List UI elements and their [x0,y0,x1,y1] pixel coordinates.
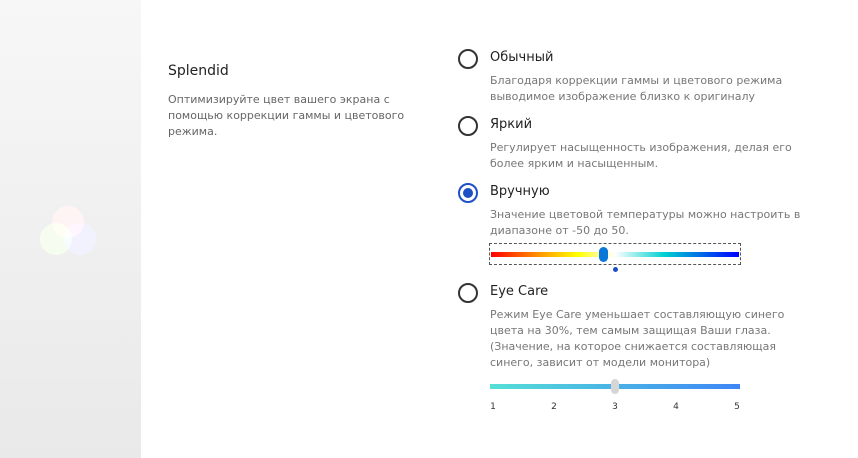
option-description: Значение цветовой температуры можно наст… [490,208,801,237]
temperature-center-marker [613,267,618,272]
option-label: Обычный [490,50,554,65]
radio-normal[interactable] [458,49,478,69]
eye-care-tick: 4 [673,402,679,412]
eye-care-tick: 1 [490,402,496,412]
option-description: Благодаря коррекции гаммы и цветового ре… [490,74,783,103]
temperature-thumb[interactable] [598,247,608,262]
option-description: Регулирует насыщенность изображения, дел… [490,141,792,170]
temperature-slider[interactable] [489,243,741,265]
option-label: Вручную [490,184,550,199]
option-label: Яркий [490,117,533,132]
option-label: Eye Care [490,284,549,299]
sidebar [0,0,141,458]
section-title: Splendid [168,63,229,79]
eye-care-thumb[interactable] [611,379,619,394]
eye-care-tick: 3 [612,402,618,412]
option-description: Режим Eye Care уменьшает составляющую си… [490,308,785,369]
radio-vivid[interactable] [458,116,478,136]
radio-eye-care[interactable] [458,283,478,303]
eye-care-tick: 5 [734,402,740,412]
eye-care-tick: 2 [551,402,557,412]
radio-manual[interactable] [458,183,478,203]
splendid-rgb-icon [40,206,98,258]
temperature-track [491,252,739,257]
section-description: Оптимизируйте цвет вашего экрана с помощ… [168,93,405,138]
